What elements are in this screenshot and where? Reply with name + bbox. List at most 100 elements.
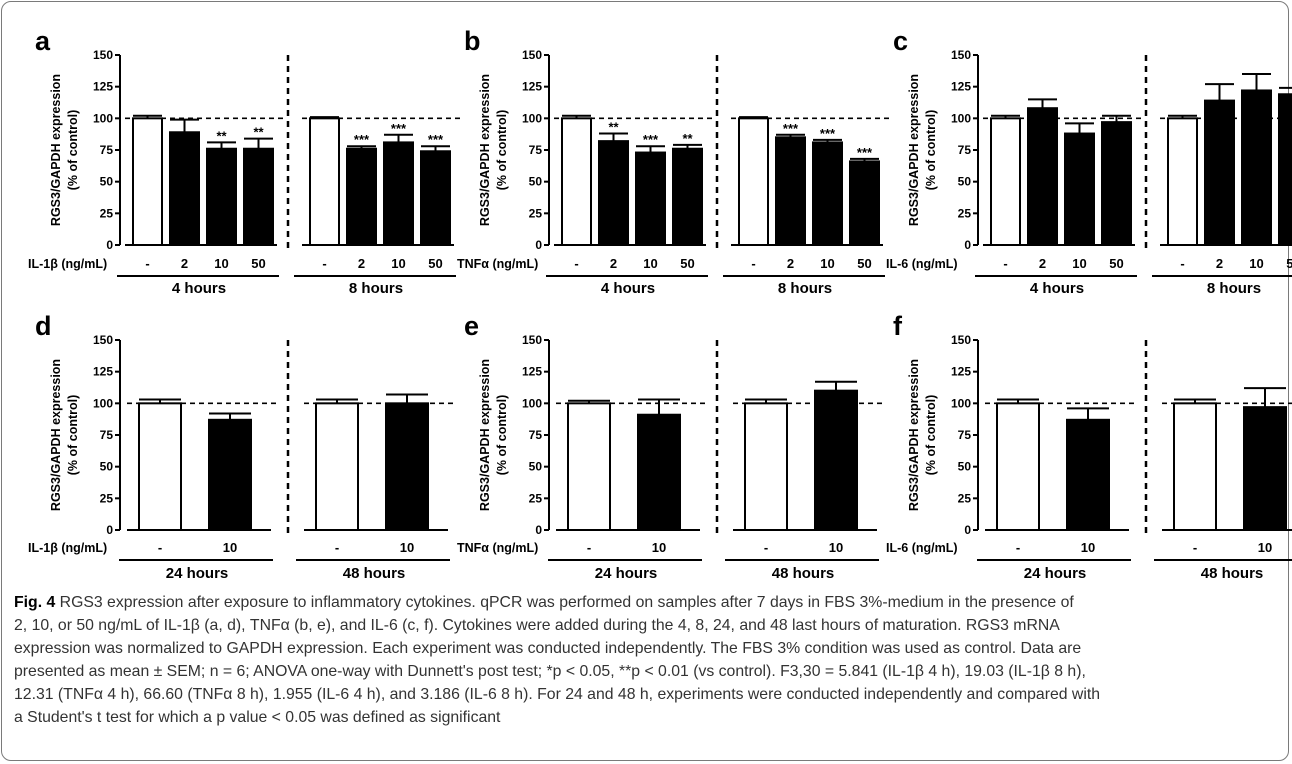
bar-treated <box>814 389 858 531</box>
figure-caption: Fig. 4 RGS3 expression after exposure to… <box>14 591 1278 729</box>
bar-control <box>561 117 592 246</box>
category-label: 50 <box>1109 256 1123 271</box>
bar-treated <box>598 140 629 246</box>
category-label: 2 <box>1216 256 1223 271</box>
panel-letter-b: b <box>464 26 481 56</box>
y-tick-label: 125 <box>93 80 113 94</box>
y-tick-label: 25 <box>529 491 543 505</box>
category-label: 2 <box>610 256 617 271</box>
category-label: 10 <box>652 540 666 555</box>
category-label: 10 <box>820 256 834 271</box>
group-0: - 10 24 hours <box>119 398 277 582</box>
y-tick-label: 75 <box>100 143 114 157</box>
significance-marker: ** <box>253 125 264 140</box>
y-axis-title: RGS3/GAPDH expression (% of control) <box>49 74 80 226</box>
y-tick-label: 50 <box>958 175 972 189</box>
group-label: 48 hours <box>343 565 406 582</box>
group-label: 24 hours <box>1024 565 1087 582</box>
bar-treated <box>1241 89 1272 247</box>
category-label: 50 <box>857 256 871 271</box>
treatment-label: IL-1β (ng/mL) <box>28 257 107 271</box>
category-label: - <box>1180 256 1184 271</box>
group-label: 48 hours <box>772 565 835 582</box>
category-label: - <box>1003 256 1007 271</box>
category-label: - <box>1193 540 1197 555</box>
panel-letter-d: d <box>35 311 52 341</box>
y-tick-label: 50 <box>100 460 114 474</box>
category-label: 2 <box>358 256 365 271</box>
significance-marker: ** <box>682 131 693 146</box>
category-label: 10 <box>1249 256 1263 271</box>
bar-control <box>1173 402 1217 532</box>
bar-control <box>738 117 769 246</box>
y-axis-title: RGS3/GAPDH expression (% of control) <box>478 74 509 226</box>
significance-marker: *** <box>354 132 370 147</box>
significance-marker: *** <box>391 121 407 136</box>
group-1: - 2 10 50 8 hours <box>1152 73 1292 297</box>
y-axis-title-line-2: (% of control) <box>495 110 509 191</box>
significance-marker: ** <box>216 128 227 143</box>
category-label: 10 <box>400 540 414 555</box>
group-0: - 2 10 50 4 hours <box>975 98 1141 297</box>
y-axis-title: RGS3/GAPDH expression (% of control) <box>907 359 938 511</box>
bar-treated <box>1066 418 1110 531</box>
group-0: - 10 24 hours <box>548 398 706 582</box>
y-tick-label: 150 <box>522 333 542 347</box>
y-tick-label: 75 <box>100 428 114 442</box>
bar-treated <box>1064 132 1095 247</box>
bar-treated <box>635 151 666 247</box>
bar-control <box>996 402 1040 532</box>
y-tick-label: 100 <box>522 111 542 125</box>
y-tick-label: 125 <box>93 365 113 379</box>
group-1: - 10 48 hours <box>1154 387 1292 582</box>
bar-control <box>567 402 611 532</box>
y-tick-label: 75 <box>529 428 543 442</box>
category-label: - <box>751 256 755 271</box>
bar-treated <box>775 136 806 246</box>
y-tick-label: 150 <box>93 48 113 62</box>
y-tick-label: 125 <box>951 80 971 94</box>
group-label: 8 hours <box>778 280 832 297</box>
y-tick-label: 0 <box>964 238 971 252</box>
category-label: - <box>335 540 339 555</box>
y-tick-label: 150 <box>93 333 113 347</box>
y-axis-title-line-2: (% of control) <box>495 395 509 476</box>
category-label: 10 <box>1072 256 1086 271</box>
caption-line-3: expression was normalized to GAPDH expre… <box>14 640 1082 657</box>
group-label: 4 hours <box>601 280 655 297</box>
significance-marker: *** <box>857 145 873 160</box>
significance-marker: *** <box>428 132 444 147</box>
bar-treated <box>1278 93 1292 247</box>
significance-marker: ** <box>608 120 619 135</box>
category-label: - <box>587 540 591 555</box>
y-axis-title-line-2: (% of control) <box>924 395 938 476</box>
panel-letter-e: e <box>464 311 479 341</box>
caption-line-4: presented as mean ± SEM; n = 6; ANOVA on… <box>14 663 1086 680</box>
bar-control <box>138 402 182 532</box>
y-tick-label: 0 <box>535 238 542 252</box>
bar-treated <box>385 402 429 532</box>
y-tick-label: 100 <box>93 396 113 410</box>
y-tick-label: 25 <box>100 206 114 220</box>
category-label: 10 <box>829 540 843 555</box>
category-label: 50 <box>1286 256 1292 271</box>
y-axis-title-line-1: RGS3/GAPDH expression <box>907 74 921 226</box>
bar-treated <box>206 147 237 247</box>
y-tick-label: 100 <box>93 111 113 125</box>
category-label: - <box>1016 540 1020 555</box>
group-label: 8 hours <box>1207 280 1261 297</box>
group-0: - 10 24 hours <box>977 398 1135 582</box>
category-label: 10 <box>1258 540 1272 555</box>
category-label: 10 <box>223 540 237 555</box>
y-tick-label: 25 <box>958 206 972 220</box>
y-axis-title-line-1: RGS3/GAPDH expression <box>49 74 63 226</box>
group-label: 4 hours <box>1030 280 1084 297</box>
y-tick-label: 100 <box>951 111 971 125</box>
bar-treated <box>1101 121 1132 246</box>
category-label: 2 <box>787 256 794 271</box>
category-label: 10 <box>214 256 228 271</box>
y-axis-title: RGS3/GAPDH expression (% of control) <box>49 359 80 511</box>
group-1: - 10 48 hours <box>725 380 883 582</box>
